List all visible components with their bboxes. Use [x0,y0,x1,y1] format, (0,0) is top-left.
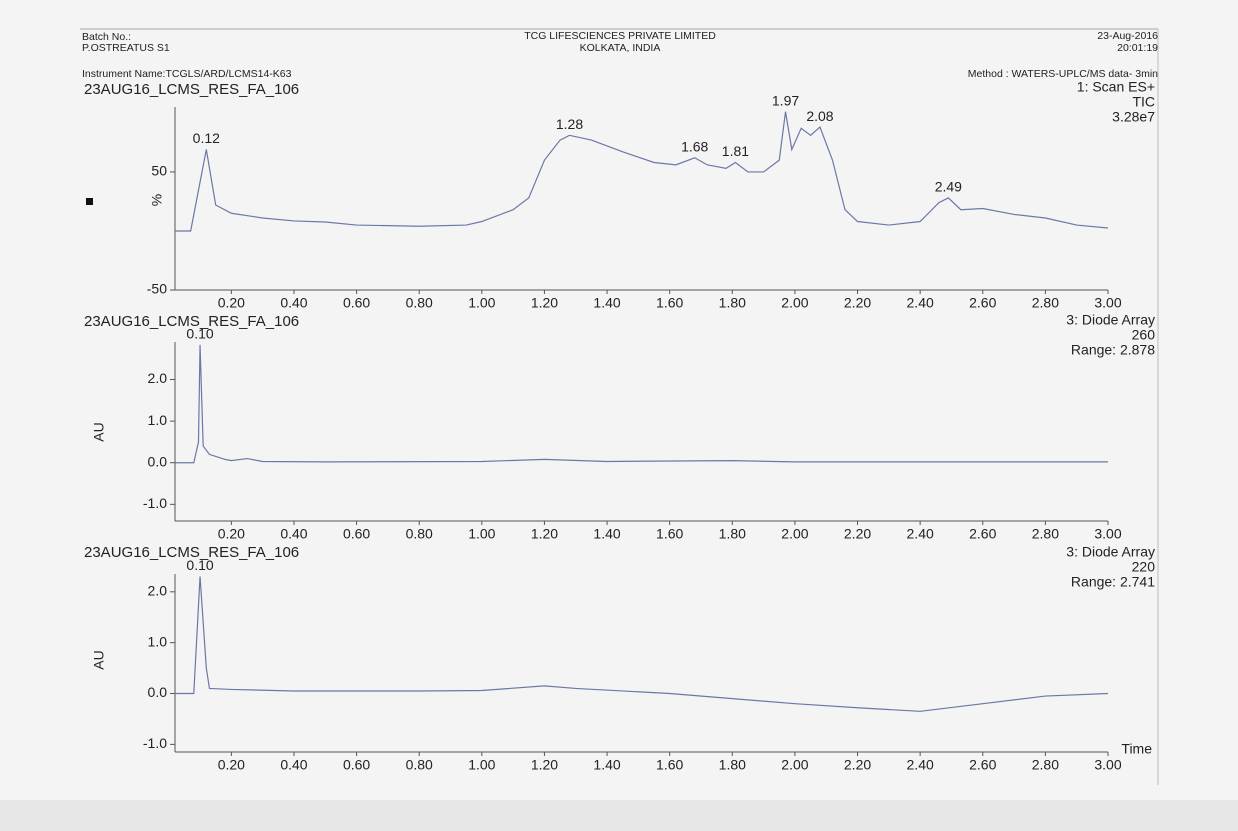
y-tick-label: -50 [147,281,167,297]
marker [86,198,93,205]
peak-label: 1.28 [556,116,583,132]
instrument: Instrument Name:TCGLS/ARD/LCMS14-K63 [82,68,292,80]
chart-title: 23AUG16_LCMS_RES_FA_106 [84,544,299,561]
peak-label: 0.10 [186,557,213,573]
peak-label: 0.10 [186,326,213,342]
company: TCG LIFESCIENCES PRIVATE LIMITED [524,30,716,42]
x-tick-label: 1.20 [531,526,558,542]
y-tick-label: 2.0 [148,370,168,386]
x-tick-label: 2.00 [781,295,808,311]
chart-title: 23AUG16_LCMS_RES_FA_106 [84,313,299,330]
trace-info: Range: 2.878 [1071,342,1155,358]
trace-info: 1: Scan ES+ [1077,79,1155,95]
x-tick-label: 2.40 [907,295,934,311]
batch: Batch No.: [82,31,131,43]
y-tick-label: 2.0 [148,583,168,599]
x-tick-label: 1.60 [656,526,683,542]
trace-info: Range: 2.741 [1071,574,1155,590]
x-tick-label: 1.60 [656,295,683,311]
x-tick-label: 1.40 [593,295,620,311]
time: 20:01:19 [1117,42,1158,54]
peak-label: 0.12 [193,130,220,146]
x-tick-label: 1.40 [593,526,620,542]
x-tick-label: 0.40 [280,526,307,542]
x-tick-label: 2.80 [1032,295,1059,311]
x-tick-label: 0.80 [406,757,433,773]
y-axis-label: % [149,194,165,206]
trace-info: 260 [1132,327,1156,343]
x-tick-label: 0.60 [343,295,370,311]
x-axis-label: Time [1121,741,1152,757]
y-axis-label: AU [91,422,107,441]
x-tick-label: 2.40 [907,526,934,542]
x-tick-label: 1.80 [719,757,746,773]
trace-info: TIC [1132,94,1155,110]
y-tick-label: 0.0 [148,684,168,700]
chart-title: 23AUG16_LCMS_RES_FA_106 [84,81,299,98]
x-tick-label: 2.20 [844,295,871,311]
x-tick-label: 1.40 [593,757,620,773]
peak-label: 2.08 [806,108,833,124]
x-tick-label: 1.00 [468,526,495,542]
x-tick-label: 0.40 [280,295,307,311]
x-tick-label: 1.80 [719,526,746,542]
trace [175,576,1109,712]
date: 23-Aug-2016 [1097,30,1158,42]
x-tick-label: 0.60 [343,757,370,773]
trace [175,111,1109,232]
trace [175,344,1108,464]
x-tick-label: 1.20 [531,295,558,311]
x-tick-label: 1.00 [468,295,495,311]
x-tick-label: 0.60 [343,526,370,542]
x-tick-label: 2.00 [781,757,808,773]
x-tick-label: 0.80 [406,526,433,542]
x-tick-label: 1.00 [468,757,495,773]
y-tick-label: 0.0 [148,453,168,469]
x-tick-label: 0.20 [218,757,245,773]
x-tick-label: 1.60 [656,757,683,773]
peak-label: 1.97 [772,92,799,108]
sample: P.OSTREATUS S1 [82,42,170,54]
y-tick-label: 50 [151,163,167,179]
x-tick-label: 0.20 [218,295,245,311]
trace-info: 3.28e7 [1112,109,1155,125]
x-tick-label: 2.60 [969,295,996,311]
x-tick-label: 2.40 [907,757,934,773]
x-tick-label: 2.20 [844,526,871,542]
x-tick-label: 3.00 [1094,295,1121,311]
peak-label: 2.49 [935,179,962,195]
x-tick-label: 0.20 [218,526,245,542]
x-tick-label: 1.20 [531,757,558,773]
y-axis-label: AU [91,650,107,669]
scan-edge [0,800,1238,831]
x-tick-label: 0.80 [406,295,433,311]
y-tick-label: -1.0 [143,495,167,511]
x-tick-label: 3.00 [1094,757,1121,773]
x-tick-label: 2.80 [1032,526,1059,542]
peak-label: 1.81 [722,143,749,159]
trace-info: 220 [1132,559,1156,575]
trace-info: 3: Diode Array [1066,312,1155,328]
method: Method : WATERS-UPLC/MS data- 3min [968,68,1158,80]
y-tick-label: -1.0 [143,735,167,751]
x-tick-label: 2.20 [844,757,871,773]
location: KOLKATA, INDIA [580,42,661,54]
trace-info: 3: Diode Array [1066,544,1155,560]
y-tick-label: 1.0 [148,633,168,649]
x-tick-label: 2.80 [1032,757,1059,773]
x-tick-label: 2.60 [969,757,996,773]
x-tick-label: 3.00 [1094,526,1121,542]
x-tick-label: 2.00 [781,526,808,542]
peak-label: 1.68 [681,138,708,154]
x-tick-label: 2.60 [969,526,996,542]
y-tick-label: 1.0 [148,412,168,428]
x-tick-label: 1.80 [719,295,746,311]
x-tick-label: 0.40 [280,757,307,773]
